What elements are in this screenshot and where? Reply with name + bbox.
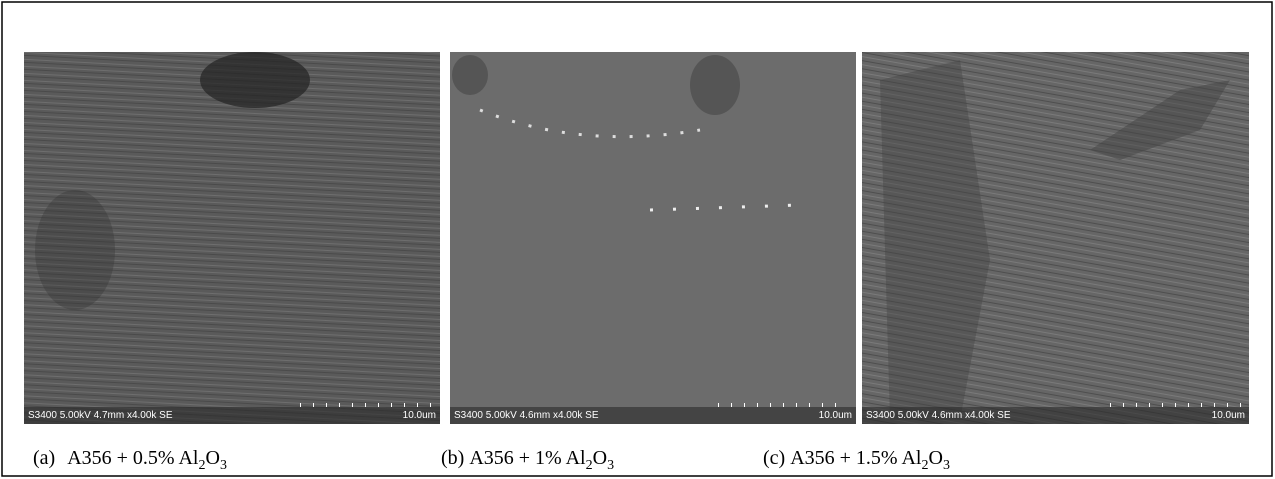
caption-label: (b): [441, 447, 464, 469]
caption-text: A356 + 0.5% Al: [67, 447, 199, 469]
subscript: 2: [921, 458, 928, 473]
caption-text: O: [928, 447, 942, 469]
caption-text: O: [205, 447, 219, 469]
subscript: 3: [943, 458, 950, 473]
subscript: 2: [198, 458, 205, 473]
subscript: 2: [586, 458, 593, 473]
subscript: 3: [220, 458, 227, 473]
caption-text: A356 + 1.5% Al: [790, 447, 922, 469]
caption: (c)A356 + 1.5% Al2O3: [763, 447, 950, 473]
image-footer: S3400 5.00kV 4.6mm x4.00k SE: [866, 410, 1011, 421]
sem-image: [450, 52, 856, 424]
image-footer: S3400 5.00kV 4.6mm x4.00k SE: [454, 410, 599, 421]
scale-label: 10.0um: [819, 410, 852, 421]
caption-text: O: [593, 447, 607, 469]
figure: S3400 5.00kV 4.7mm x4.00k SE 10.0um S340…: [0, 0, 1275, 479]
dark-region: [690, 55, 740, 115]
dark-region: [200, 52, 310, 108]
panel-c: S3400 5.00kV 4.6mm x4.00k SE 10.0um: [862, 52, 1249, 424]
dark-region: [35, 190, 115, 310]
caption: (b)A356 + 1% Al2O3: [441, 447, 614, 473]
panel-a: S3400 5.00kV 4.7mm x4.00k SE 10.0um: [24, 52, 440, 424]
dark-region: [452, 55, 488, 95]
subscript: 3: [607, 458, 614, 473]
scale-label: 10.0um: [1212, 410, 1245, 421]
image-footer: S3400 5.00kV 4.7mm x4.00k SE: [28, 410, 173, 421]
caption: (a) A356 + 0.5% Al2O3: [33, 447, 227, 473]
scale-label: 10.0um: [403, 410, 436, 421]
panel-b: S3400 5.00kV 4.6mm x4.00k SE 10.0um: [450, 52, 856, 424]
caption-label: (a): [33, 447, 55, 469]
caption-label: (c): [763, 447, 785, 469]
caption-text: A356 + 1% Al: [469, 447, 586, 469]
